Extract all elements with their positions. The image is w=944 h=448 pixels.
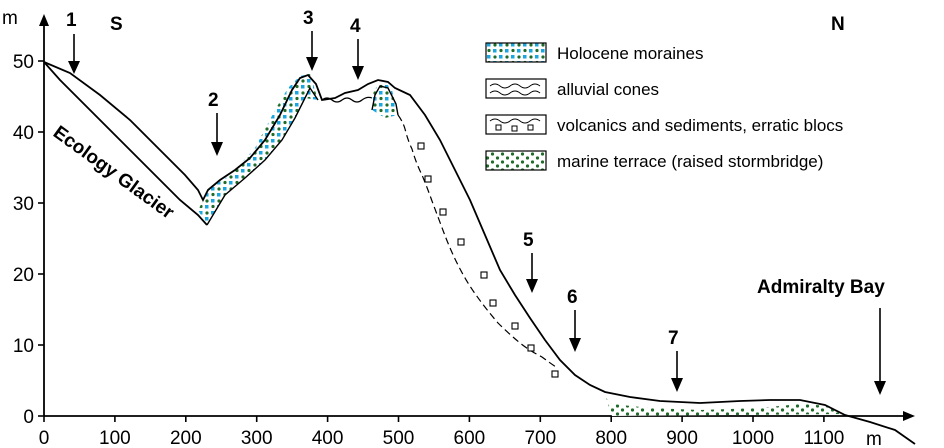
legend-label-terrace: marine terrace (raised stormbridge)	[557, 152, 823, 171]
erratic-block	[480, 271, 488, 279]
legend-label-moraine: Holocene moraines	[557, 44, 703, 63]
legend-label-volcanic: volcanics and sediments, erratic blocs	[557, 116, 843, 135]
marker-3: 3	[303, 8, 318, 71]
y-tick-label: 0	[23, 407, 34, 428]
y-ticks: 0 10 20 30 40 50	[13, 52, 44, 428]
marker-7-label: 7	[668, 328, 679, 349]
legend-volcanic-waves	[489, 118, 541, 124]
marker-6-arrowhead	[569, 338, 581, 352]
moraine-fill-north	[372, 82, 398, 118]
legend-volcanic-block	[495, 124, 502, 131]
legend-volcanic-block	[527, 124, 534, 131]
marker-5: 5	[523, 230, 538, 293]
legend-swatch-moraine	[485, 42, 547, 63]
x-tick-label: 800	[595, 428, 627, 448]
marker-1-arrowhead	[68, 61, 80, 74]
erratic-block	[511, 322, 519, 330]
x-tick-label: 600	[454, 428, 486, 448]
legend-label-alluvial: alluvial cones	[557, 80, 659, 99]
volcanic-boundary-line	[397, 114, 557, 368]
marker-1-label: 1	[66, 10, 77, 31]
x-tick-label: 700	[524, 428, 556, 448]
terrain-profile	[43, 61, 916, 445]
y-axis-unit: m	[2, 8, 18, 29]
marker-3-arrowhead	[306, 57, 318, 71]
x-tick-label: 400	[312, 428, 344, 448]
x-tick-label: 500	[383, 428, 415, 448]
marker-4-label: 4	[350, 16, 361, 37]
legend-swatch-alluvial	[485, 78, 547, 99]
marker-2: 2	[208, 90, 223, 156]
glacier-label: Ecology Glacier	[49, 122, 178, 224]
direction-south: S	[110, 14, 123, 35]
x-ticks: 0 100 200 300 400 500 600 700 800 900 1000 1100	[39, 416, 844, 448]
marker-6: 6	[567, 287, 581, 352]
x-tick-label: 100	[99, 428, 131, 448]
y-tick-label: 10	[13, 336, 34, 357]
legend-volcanic-block	[511, 125, 518, 132]
direction-north: N	[831, 14, 845, 35]
x-tick-label: 300	[241, 428, 273, 448]
terrace-fill	[606, 398, 845, 416]
erratic-block	[417, 142, 425, 150]
legend: Holocene moraines alluvial cones volcani…	[485, 42, 843, 171]
y-tick-label: 20	[13, 265, 34, 286]
marker-6-label: 6	[567, 287, 578, 308]
marker-7: 7	[668, 328, 683, 392]
x-tick-label: 1000	[732, 428, 774, 448]
marker-3-label: 3	[303, 8, 314, 29]
alluvial-saddle-line	[321, 96, 373, 103]
x-tick-label: 900	[666, 428, 698, 448]
marker-4: 4	[350, 16, 364, 80]
y-tick-label: 50	[13, 52, 34, 73]
marker-4-arrowhead	[352, 66, 364, 80]
legend-swatch-terrace	[485, 150, 547, 171]
bay-arrow	[874, 308, 886, 395]
x-axis-arrow	[903, 411, 915, 421]
x-axis-unit: m	[866, 429, 882, 448]
glacier-edge	[43, 61, 208, 226]
marker-5-arrowhead	[526, 279, 538, 293]
marker-7-arrowhead	[671, 378, 683, 392]
erratic-block	[489, 299, 497, 307]
bay-label: Admiralty Bay	[757, 277, 885, 298]
y-tick-label: 40	[13, 123, 34, 144]
x-tick-label: 1100	[803, 428, 844, 448]
bay-arrow-head	[874, 381, 886, 395]
erratic-block	[439, 208, 447, 216]
x-tick-label: 200	[170, 428, 202, 448]
legend-alluvial-waves	[489, 83, 541, 96]
marker-5-label: 5	[523, 230, 534, 251]
y-axis-arrow	[39, 14, 49, 26]
y-tick-label: 30	[13, 194, 34, 215]
erratic-block	[457, 238, 465, 246]
axes	[39, 14, 915, 421]
marker-2-label: 2	[208, 90, 219, 111]
erratic-blocks	[417, 142, 559, 378]
marker-1: 1	[66, 10, 80, 74]
x-tick-label: 0	[39, 428, 50, 448]
moraine-contact-south	[206, 86, 319, 226]
erratic-block	[527, 344, 535, 352]
moraine-contact-north	[371, 85, 399, 116]
marker-2-arrowhead	[211, 142, 223, 156]
erratic-block	[551, 370, 559, 378]
erratic-block	[424, 175, 432, 183]
